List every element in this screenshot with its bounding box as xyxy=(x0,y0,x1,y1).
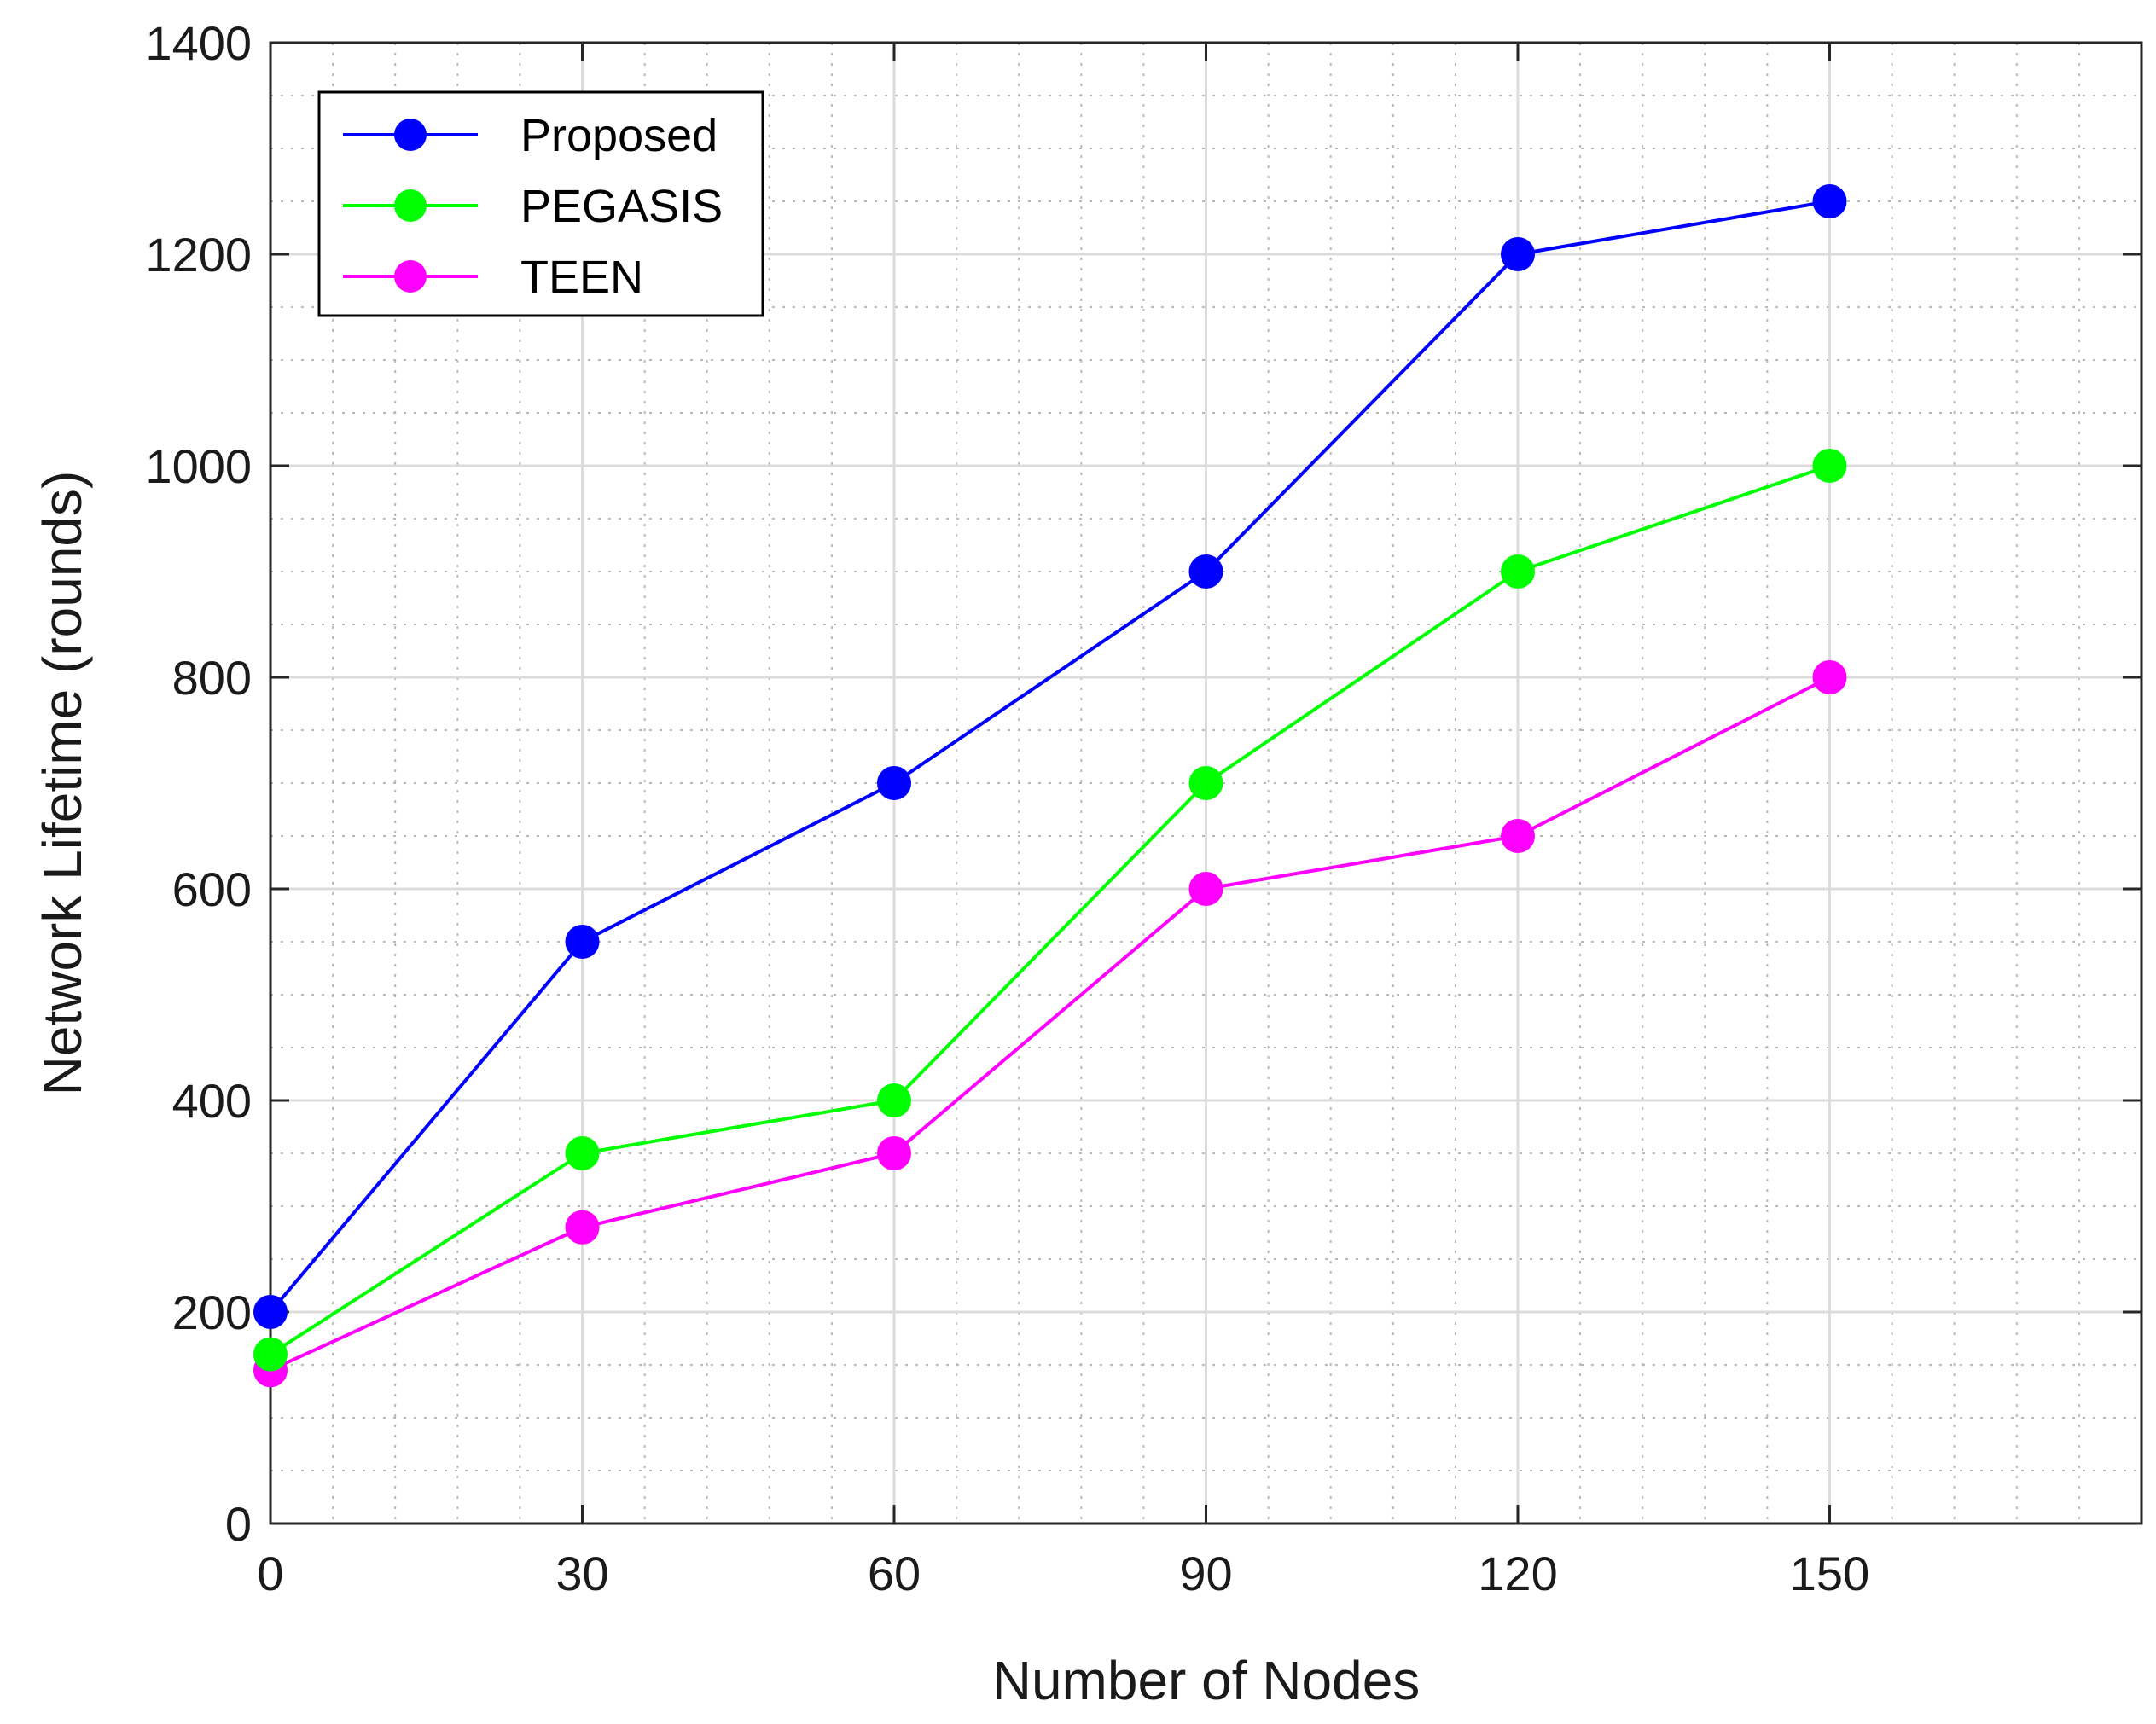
y-axis-ticks: 0 200 400 600 800 1000 1200 1400 xyxy=(145,16,2141,1551)
legend: Proposed PEGASIS TEEN xyxy=(317,90,764,317)
series-line xyxy=(269,464,1831,1356)
data-point xyxy=(253,1337,288,1372)
y-tick-label: 800 xyxy=(172,651,252,705)
legend-label: TEEN xyxy=(520,252,643,303)
legend-marker xyxy=(394,260,427,293)
y-tick-label: 200 xyxy=(172,1286,252,1339)
y-tick-label: 1000 xyxy=(145,439,252,493)
legend-label: PEGASIS xyxy=(520,181,723,232)
data-point xyxy=(1188,766,1223,800)
data-point xyxy=(1188,872,1223,906)
y-tick-label: 1200 xyxy=(145,228,252,282)
data-point xyxy=(1812,449,1847,483)
legend-item-proposed: Proposed xyxy=(343,110,718,161)
x-tick-label: 90 xyxy=(1179,1547,1232,1600)
series-layer xyxy=(253,184,1847,1388)
y-tick-label: 400 xyxy=(172,1074,252,1128)
legend-label: Proposed xyxy=(520,110,718,161)
y-axis-title: Network Lifetime (rounds) xyxy=(32,471,93,1096)
x-tick-label: 120 xyxy=(1478,1547,1557,1600)
legend-marker xyxy=(394,119,427,151)
x-axis-title: Number of Nodes xyxy=(992,1650,1421,1711)
x-tick-label: 60 xyxy=(868,1547,921,1600)
data-point xyxy=(1501,237,1535,271)
y-tick-label: 600 xyxy=(172,862,252,916)
x-tick-label: 30 xyxy=(555,1547,608,1600)
data-point xyxy=(1812,660,1847,694)
data-point xyxy=(253,1295,288,1329)
series-proposed xyxy=(253,184,1847,1329)
series-line xyxy=(269,200,1830,1314)
data-point xyxy=(1501,819,1535,853)
data-point xyxy=(877,1136,911,1170)
data-point xyxy=(1812,184,1847,218)
legend-item-teen: TEEN xyxy=(343,252,643,303)
data-point xyxy=(877,766,911,800)
y-tick-label: 1400 xyxy=(145,16,252,70)
data-point xyxy=(1501,554,1535,589)
data-point xyxy=(565,1210,600,1245)
series-pegasis xyxy=(253,449,1847,1372)
data-point xyxy=(565,1136,600,1170)
minor-grid xyxy=(270,43,2141,1524)
legend-marker xyxy=(394,189,427,222)
x-tick-label: 150 xyxy=(1790,1547,1869,1600)
y-tick-label: 0 xyxy=(225,1497,252,1551)
x-tick-label: 0 xyxy=(257,1547,283,1600)
x-axis-ticks: 0 30 60 90 120 150 xyxy=(257,43,1869,1600)
data-point xyxy=(1188,554,1223,589)
data-point xyxy=(565,925,600,959)
data-point xyxy=(877,1083,911,1117)
series-line xyxy=(270,676,1831,1373)
legend-item-pegasis: PEGASIS xyxy=(343,181,723,232)
